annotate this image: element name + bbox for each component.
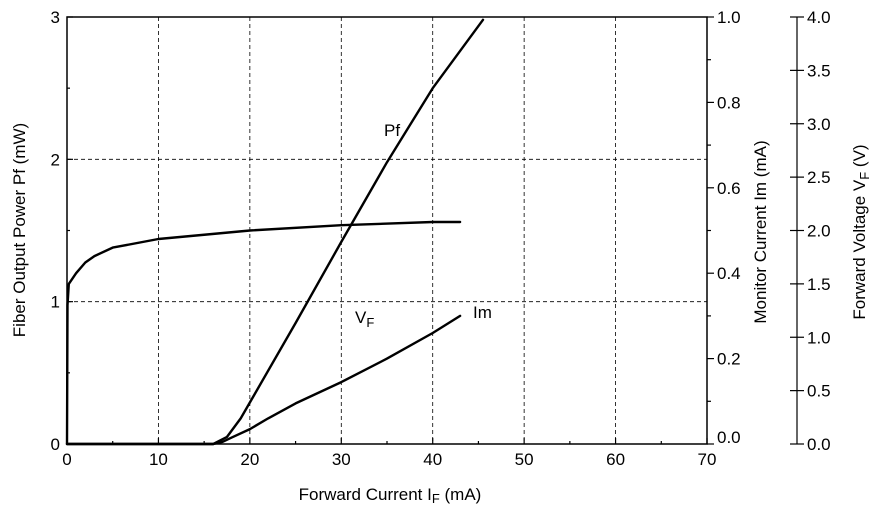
x-tick-label: 30	[332, 450, 351, 469]
x-tick-label: 70	[698, 450, 717, 469]
y-right-2-tick-label: 2.0	[807, 222, 831, 241]
y-right-2-tick-label: 0.0	[807, 435, 831, 454]
x-tick-label: 40	[423, 450, 442, 469]
x-axis-title: Forward Current IF (mA)	[299, 485, 482, 506]
y-right-1-tick-label: 0.0	[717, 428, 741, 447]
y-left-tick-label: 1	[51, 293, 60, 312]
y-right-2-tick-label: 0.5	[807, 382, 831, 401]
x-tick-label: 10	[149, 450, 168, 469]
y-right-1-tick-label: 0.8	[717, 93, 741, 112]
x-tick-label: 0	[62, 450, 71, 469]
y-left-tick-label: 3	[51, 8, 60, 27]
y-right-2-tick-label: 4.0	[807, 8, 831, 27]
axis-ticks: 0 10 20 30 40 50 60 70 0 1 2 3 0.0 0.2 0.4 0.6 0.8 1.0 0.0…	[51, 8, 831, 469]
y-right-1-axis-title: Monitor Current Im (mA)	[751, 140, 770, 323]
y-right-1-tick-label: 0.6	[717, 179, 741, 198]
y-right-2-axis-title: Forward Voltage VF (V)	[850, 144, 872, 319]
y-right-2-tick-label: 1.0	[807, 328, 831, 347]
y-left-axis-title: Fiber Output Power Pf (mW)	[10, 123, 29, 337]
curve-label-vf: VF	[355, 308, 374, 330]
plot-frame	[66, 16, 708, 445]
curve-label-im: Im	[473, 303, 492, 322]
y-right-2-tick-label: 3.5	[807, 61, 831, 80]
y-right-1-tick-label: 0.2	[717, 350, 741, 369]
grid-lines	[67, 17, 707, 444]
curve-label-pf: Pf	[384, 121, 400, 140]
y-right-1-tick-label: 1.0	[717, 8, 741, 27]
x-tick-label: 20	[240, 450, 259, 469]
series-line-pf	[65, 18, 485, 446]
x-tick-label: 50	[515, 450, 534, 469]
curves	[65, 18, 485, 446]
series-line-v	[65, 220, 462, 446]
y-left-tick-label: 2	[51, 150, 60, 169]
y-right-1-tick-label: 0.4	[717, 264, 741, 283]
x-tick-label: 60	[606, 450, 625, 469]
y-right-2-tick-label: 1.5	[807, 275, 831, 294]
series-line-im	[65, 314, 462, 446]
y-left-tick-label: 0	[51, 435, 60, 454]
y-right-2-tick-label: 2.5	[807, 168, 831, 187]
y-right-2-tick-label: 3.0	[807, 115, 831, 134]
